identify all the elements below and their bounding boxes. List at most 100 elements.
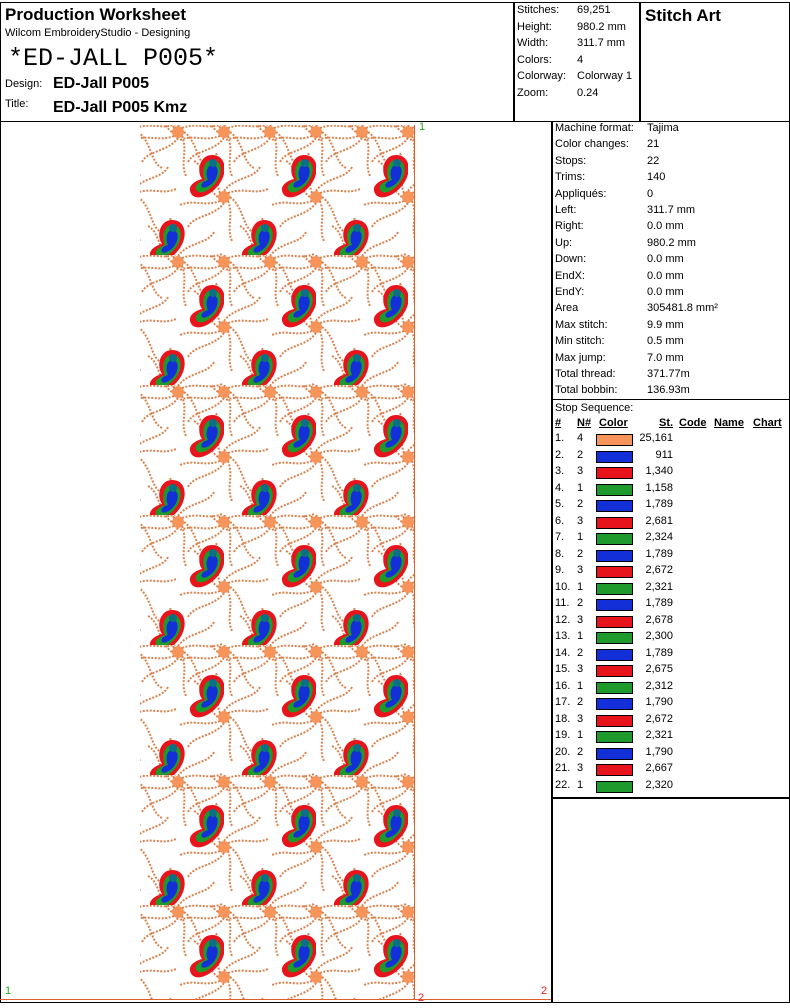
- stitch-count: 2,300: [645, 630, 673, 643]
- stop-number: 16.: [555, 679, 571, 692]
- color-swatch: [596, 665, 633, 678]
- design: ED-Jall P005: [53, 75, 150, 92]
- color-swatch: [596, 698, 633, 711]
- summary-label: Width:: [517, 37, 549, 50]
- color-swatch: [596, 566, 633, 579]
- color-swatch: [596, 533, 633, 546]
- stitch-count: 2,681: [645, 514, 673, 527]
- section-title: Stop Sequence:: [555, 402, 634, 414]
- info-label: Right:: [555, 220, 584, 233]
- marker: 2: [418, 992, 425, 1004]
- summary-value: 980.2 mm: [577, 20, 626, 33]
- stitch-count: 2,678: [645, 613, 673, 626]
- stop-number: 17.: [555, 696, 571, 709]
- stitch-count: 2,324: [645, 531, 673, 544]
- stitch-count: 2,672: [645, 564, 673, 577]
- color-swatch: [596, 483, 633, 496]
- design-code: *ED-JALL P005*: [8, 44, 219, 73]
- info-value: 371.77m: [647, 368, 690, 380]
- info-label: Stops:: [555, 154, 587, 167]
- needle: 3: [577, 663, 584, 676]
- needle: 3: [577, 514, 584, 527]
- stop-number: 15.: [555, 663, 571, 676]
- info-label: Max jump:: [555, 351, 606, 364]
- marker: 2: [541, 985, 548, 997]
- subtitle: Wilcom EmbroideryStudio - Designing: [5, 27, 191, 39]
- stop-number: 6.: [555, 514, 565, 527]
- stop-number: 13.: [555, 630, 571, 643]
- stitch-count: 2,667: [645, 762, 673, 775]
- info-label: Total bobbin:: [555, 384, 618, 397]
- needle: 3: [577, 762, 584, 775]
- design-title: ED-Jall P005 Kmz: [53, 99, 188, 116]
- stitch-count: 1,789: [645, 547, 673, 560]
- title: Production Worksheet: [5, 5, 187, 24]
- preview: [0, 121, 553, 1003]
- info-label: EndY:: [555, 286, 585, 298]
- color-swatch: [596, 467, 633, 480]
- needle: 3: [577, 712, 584, 725]
- info-value: 21: [647, 138, 660, 151]
- column-header: Color: [599, 417, 628, 429]
- stitch-count: 2,312: [645, 679, 673, 692]
- stitch-count: 1,789: [645, 646, 673, 659]
- frame-line: [0, 999, 551, 1000]
- stitch-count: 1,789: [645, 498, 673, 511]
- stitch-count: 2,321: [645, 729, 673, 742]
- color-swatch: [596, 648, 633, 661]
- column-header: Chart: [753, 417, 782, 429]
- stop-number: 8.: [555, 547, 565, 560]
- stop-number: 11.: [555, 597, 570, 610]
- stitch-count: 2,672: [645, 712, 673, 725]
- info-value: 22: [647, 154, 660, 167]
- stitch-count: 2,321: [645, 580, 673, 593]
- info-value: 311.7 mm: [647, 204, 696, 216]
- stop-number: 10.: [555, 580, 571, 593]
- info-label: Appliqués:: [555, 187, 607, 200]
- column-header: #: [555, 417, 562, 429]
- needle: 1: [577, 481, 584, 494]
- stitch-count: 1,340: [645, 465, 673, 478]
- summary-label: Colors:: [517, 53, 552, 66]
- column-header: N#: [577, 417, 592, 429]
- needle: 1: [577, 679, 584, 692]
- summary-value: Colorway 1: [577, 70, 633, 83]
- needle: 3: [577, 613, 584, 626]
- color-swatch: [596, 516, 633, 529]
- stop-number: 20.: [555, 745, 571, 758]
- color-swatch: [596, 681, 633, 694]
- info-value: 9.9 mm: [647, 318, 684, 331]
- needle: 1: [577, 630, 584, 643]
- info-label: Min stitch:: [555, 335, 605, 348]
- brand: Stitch Art: [645, 6, 721, 25]
- needle: 2: [577, 448, 584, 461]
- stitch-count: 25,161: [639, 432, 673, 444]
- info-value: Tajima: [647, 122, 679, 134]
- label: Title:: [5, 98, 29, 110]
- summary-value: 4: [577, 53, 584, 66]
- summary-label: Height:: [517, 20, 552, 33]
- info-label: Up:: [555, 236, 573, 249]
- needle: 1: [577, 729, 584, 742]
- needle: 1: [577, 531, 584, 544]
- needle: 1: [577, 580, 584, 593]
- info-label: Area: [555, 302, 579, 315]
- needle: 3: [577, 564, 584, 577]
- needle: 1: [577, 778, 584, 791]
- stop-number: 7.: [555, 531, 565, 544]
- summary-label: Stitches:: [517, 4, 560, 16]
- column-header: Name: [714, 417, 744, 429]
- summary-label: Colorway:: [517, 70, 566, 83]
- stop-number: 14.: [555, 646, 571, 659]
- color-swatch: [596, 500, 633, 513]
- info-label: Machine format:: [555, 122, 634, 134]
- needle: 2: [577, 597, 584, 610]
- info-value: 7.0 mm: [647, 351, 684, 364]
- info-value: 0: [647, 187, 654, 200]
- stitch-count: 911: [655, 448, 673, 461]
- stop-number: 4.: [555, 481, 565, 494]
- info-value: 0.0 mm: [647, 269, 684, 282]
- info-value: 305481.8 mm²: [647, 302, 718, 315]
- info-label: Trims:: [555, 171, 586, 184]
- stop-number: 9.: [555, 564, 565, 577]
